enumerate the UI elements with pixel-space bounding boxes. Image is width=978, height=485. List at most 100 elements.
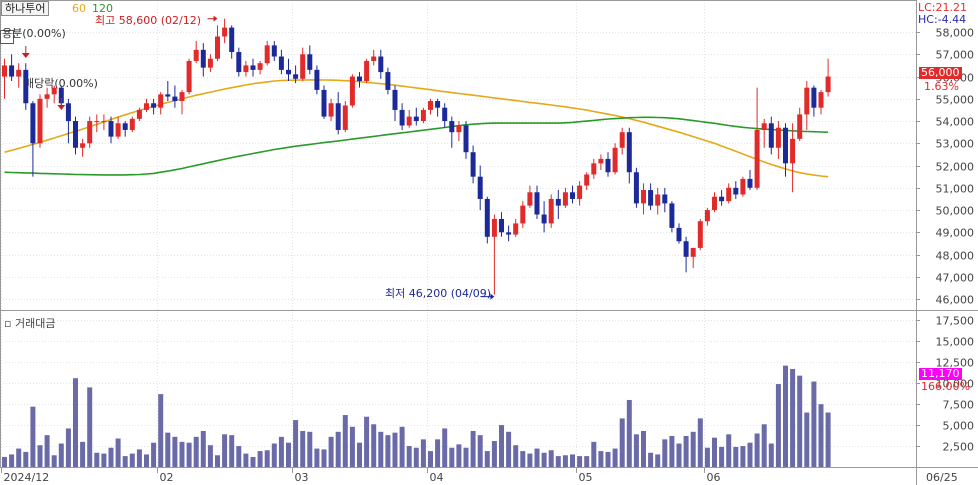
candle-down: [733, 187, 739, 195]
volume-bar: [307, 431, 313, 467]
volume-bar: [9, 454, 15, 467]
candle-up: [342, 105, 348, 130]
price-tick-label: 48,000: [936, 250, 975, 263]
candle-up: [129, 118, 135, 130]
volume-bar: [236, 446, 242, 467]
candle-up: [257, 63, 263, 70]
moving-average-lines: [4, 79, 829, 178]
volume-bar: [136, 449, 142, 467]
volume-bar: [186, 442, 192, 467]
lc-readout: LC:21.21: [918, 1, 968, 14]
volume-bar: [129, 453, 135, 467]
candle-up: [349, 76, 355, 106]
candle-down: [335, 103, 341, 130]
candle-up: [144, 103, 149, 110]
volume-bar: [527, 453, 533, 467]
current-price-tag: 56,000: [919, 66, 962, 79]
x-tick-label: 05: [579, 471, 593, 484]
candle-down: [108, 121, 114, 137]
volume-tick-label: 5,000: [943, 420, 975, 433]
x-tick-label: 04: [430, 471, 444, 484]
volume-title-text: 거래대금: [14, 317, 56, 330]
volume-tick-label: 10,000: [936, 378, 975, 391]
candle-down: [73, 121, 78, 148]
volume-bar: [87, 387, 93, 467]
candle-down: [392, 89, 398, 110]
volume-bar: [761, 424, 767, 467]
candle-down: [605, 158, 611, 173]
volume-bar: [293, 420, 299, 467]
volume-bar: [2, 456, 7, 467]
volume-bar: [44, 435, 50, 467]
volume-bar: [101, 453, 107, 467]
volume-bar: [151, 442, 157, 467]
candle-down: [442, 107, 448, 122]
volume-bar: [804, 412, 810, 467]
candle-up: [562, 192, 568, 206]
candle-down: [9, 65, 15, 77]
x-tick-label: 06: [707, 471, 721, 484]
candle-down: [357, 76, 362, 81]
volume-change-pct: 166.00%: [921, 380, 970, 393]
candle-up: [761, 123, 767, 130]
volume-bar: [385, 435, 391, 467]
volume-bar: [662, 439, 668, 467]
volume-bar: [633, 434, 639, 467]
volume-bar: [477, 435, 483, 467]
candle-up: [690, 247, 696, 257]
volume-bar: [428, 451, 433, 467]
volume-bar: [506, 431, 512, 467]
candle-up: [222, 27, 228, 37]
volume-bar: [250, 456, 256, 467]
volume-bar: [612, 448, 618, 467]
candle-up: [775, 127, 781, 148]
price-tick-label: 55,000: [936, 94, 975, 107]
candle-up: [740, 178, 746, 195]
volume-bar: [286, 442, 291, 467]
candle-down: [662, 194, 668, 204]
candle-up: [754, 129, 760, 188]
volume-bar: [413, 447, 419, 467]
stock-title[interactable]: 하나투어: [1, 1, 50, 16]
volume-bar: [562, 455, 568, 467]
ma60-legend: 60: [72, 2, 86, 15]
volume-bar: [719, 446, 725, 467]
candle-up: [215, 36, 220, 59]
low-arrow-head: [490, 293, 495, 300]
volume-bar: [271, 443, 277, 467]
volume-bar: [420, 439, 426, 467]
candle-up: [420, 109, 426, 122]
candle-down: [165, 94, 171, 97]
candle-down: [229, 27, 235, 53]
volume-bar: [818, 404, 824, 467]
event-arrow-2-head: [57, 105, 66, 110]
candle-up: [641, 190, 646, 204]
event-label-1: 용분(0.00%): [2, 27, 66, 40]
volume-bar: [165, 432, 171, 467]
volume-bar: [740, 446, 746, 467]
volume-bars: [2, 365, 831, 467]
candle-down: [151, 103, 157, 108]
candle-up: [804, 87, 810, 115]
volume-bar: [449, 447, 455, 467]
volume-bar: [641, 430, 646, 467]
volume-bar: [754, 433, 760, 467]
event-markers: [21, 15, 495, 300]
volume-bar: [555, 456, 561, 467]
volume-bar: [484, 451, 490, 467]
candle-down: [286, 69, 291, 75]
event-toggle-icon[interactable]: [0, 30, 14, 44]
candle-up: [207, 58, 213, 68]
candle-up: [790, 138, 796, 164]
x-tick-label: 06/25: [926, 471, 958, 484]
candle-down: [250, 65, 256, 70]
price-tick-label: 54,000: [936, 116, 975, 129]
volume-bar: [435, 439, 441, 467]
candle-up: [577, 185, 583, 199]
volume-bar: [257, 451, 263, 467]
volume-bar: [570, 454, 575, 467]
candle-up: [115, 123, 121, 137]
volume-bar: [690, 431, 696, 467]
candle-down: [378, 56, 384, 73]
